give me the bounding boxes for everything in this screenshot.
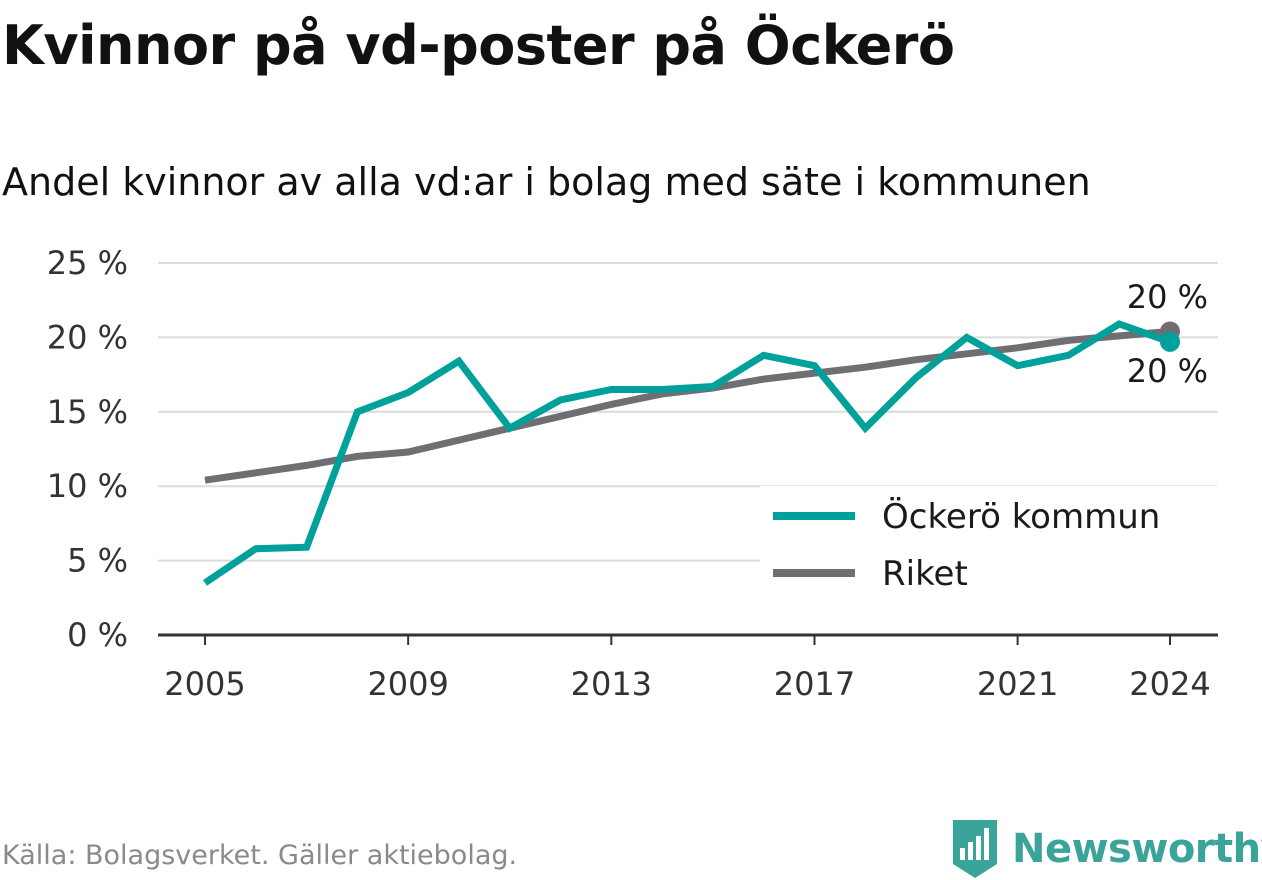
series-lines — [203, 320, 1172, 586]
x-tick-label: 2021 — [977, 665, 1058, 703]
y-tick-label: 5 % — [67, 542, 128, 580]
x-tick-label: 2009 — [367, 665, 448, 703]
source-note: Källa: Bolagsverket. Gäller aktiebolag. — [2, 840, 518, 871]
end-label-ockero: 20 % — [1127, 352, 1208, 390]
x-tick-label: 2005 — [164, 665, 245, 703]
brand-name: Newsworthy — [1012, 826, 1262, 872]
y-tick-label: 0 % — [67, 616, 128, 654]
y-tick-label: 15 % — [47, 393, 128, 431]
x-tick-label: 2017 — [774, 665, 855, 703]
legend: Öckerö kommun Riket — [760, 486, 1218, 604]
series-line-riket — [204, 327, 1171, 484]
end-point-ockero — [1160, 331, 1180, 352]
legend-background — [760, 486, 1218, 604]
x-tick-label: 2013 — [571, 665, 652, 703]
y-tick-label: 10 % — [47, 467, 128, 505]
y-axis-ticks: 0 % 5 % 10 % 15 % 20 % 25 % — [47, 244, 128, 654]
end-label-riket: 20 % — [1127, 278, 1208, 316]
series-line-ockero — [203, 320, 1172, 586]
x-tick-label: 2024 — [1129, 665, 1210, 703]
y-tick-label: 25 % — [47, 244, 128, 282]
x-axis-ticks: 2005 2009 2013 2017 2021 2024 — [164, 635, 1211, 703]
y-tick-label: 20 % — [47, 318, 128, 356]
chart-title: Kvinnor på vd-poster på Öckerö — [2, 14, 955, 77]
newsworthy-logo-icon — [953, 820, 997, 878]
legend-label-ockero: Öckerö kommun — [882, 496, 1160, 537]
legend-label-riket: Riket — [882, 554, 968, 594]
chart-subtitle: Andel kvinnor av alla vd:ar i bolag med … — [2, 160, 1091, 204]
grid-lines — [158, 262, 1218, 637]
end-labels: 20 % 20 % — [1127, 278, 1208, 390]
brand-logo: Newsworthy — [950, 818, 1262, 880]
